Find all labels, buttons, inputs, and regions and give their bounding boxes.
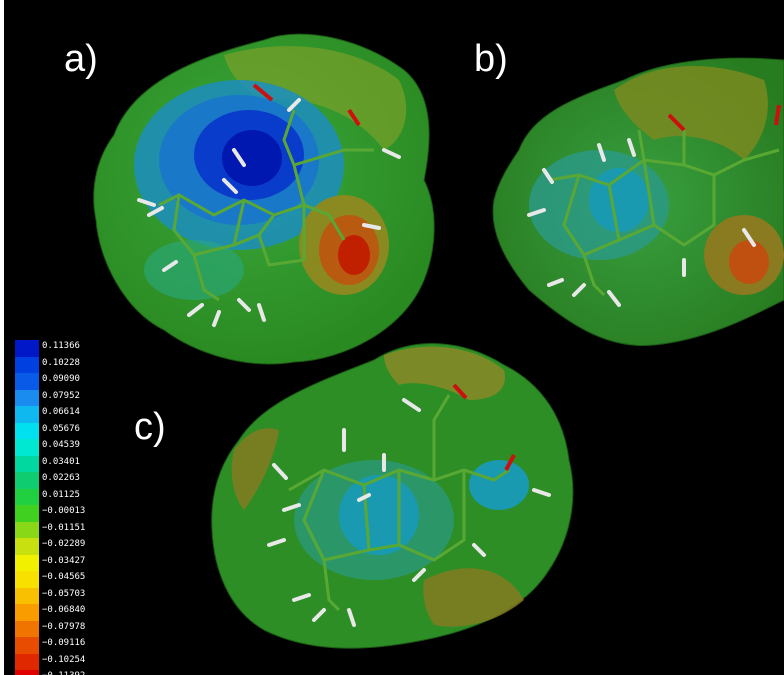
color-scale-value: 0.10228 xyxy=(42,357,80,368)
molecular-surfaces xyxy=(93,33,784,649)
color-scale-row: −0.07978 xyxy=(15,620,115,638)
color-scale-value: 0.11366 xyxy=(42,341,80,351)
color-scale-value: 0.04539 xyxy=(42,440,80,451)
color-scale-value: −0.04565 xyxy=(42,572,86,583)
surface-b xyxy=(492,57,784,347)
color-scale-row: −0.06840 xyxy=(15,604,115,621)
render-canvas: a) b) c) 0.11366 0.10228 0.09090 0.07952 0.0… xyxy=(4,0,784,675)
color-swatch xyxy=(15,389,39,407)
color-scale-row: 0.07952 xyxy=(15,389,115,407)
color-scale-row: −0.10254 xyxy=(15,653,115,671)
color-scale-row: −0.11392 xyxy=(15,670,115,675)
color-scale-row: −0.01151 xyxy=(15,521,115,539)
color-scale-row: 0.02263 xyxy=(15,472,115,489)
color-swatch xyxy=(15,571,39,588)
color-swatch xyxy=(15,505,39,522)
color-scale-row: 0.03401 xyxy=(15,455,115,473)
panel-label-a: a) xyxy=(64,38,98,80)
color-scale-value: −0.06840 xyxy=(42,605,86,616)
color-scale-row: 0.04539 xyxy=(15,439,115,456)
color-swatch xyxy=(15,422,39,440)
surface-a xyxy=(93,33,435,365)
color-scale-legend: 0.11366 0.10228 0.09090 0.07952 0.06614 0.056… xyxy=(15,340,115,675)
color-scale-value: 0.01125 xyxy=(42,489,80,500)
color-swatch xyxy=(15,472,39,489)
panel-label-c: c) xyxy=(134,406,166,448)
color-scale-row: 0.06614 xyxy=(15,406,115,423)
color-scale-row: 0.05676 xyxy=(15,422,115,440)
color-swatch xyxy=(15,637,39,654)
color-swatch xyxy=(15,554,39,572)
surface-c xyxy=(211,343,574,649)
color-swatch xyxy=(15,488,39,506)
color-scale-value: 0.02263 xyxy=(42,473,80,484)
color-scale-value: −0.00013 xyxy=(42,506,86,517)
color-scale-row: −0.04565 xyxy=(15,571,115,588)
color-swatch xyxy=(15,620,39,638)
color-scale-value: −0.07978 xyxy=(42,621,86,632)
color-scale-value: −0.01151 xyxy=(42,522,86,533)
color-swatch xyxy=(15,439,39,456)
color-swatch xyxy=(15,653,39,671)
color-scale-row: 0.09090 xyxy=(15,373,115,390)
color-scale-value: −0.11392 xyxy=(42,671,85,675)
color-scale-row: −0.05703 xyxy=(15,587,115,605)
color-scale-row: −0.09116 xyxy=(15,637,115,654)
color-swatch xyxy=(15,538,39,555)
color-scale-value: 0.06614 xyxy=(42,407,80,418)
color-swatch xyxy=(15,373,39,390)
color-scale-value: 0.03401 xyxy=(42,456,80,467)
color-scale-value: −0.10254 xyxy=(42,654,86,665)
color-scale-value: −0.03427 xyxy=(42,555,86,566)
color-swatch xyxy=(15,604,39,621)
color-swatch xyxy=(15,356,39,374)
color-scale-value: −0.09116 xyxy=(42,638,86,649)
color-scale-row: −0.02289 xyxy=(15,538,115,555)
panel-label-b: b) xyxy=(474,38,508,80)
color-swatch xyxy=(15,340,39,357)
color-scale-row: 0.01125 xyxy=(15,488,115,506)
color-swatch xyxy=(15,587,39,605)
color-swatch xyxy=(15,406,39,423)
color-scale-value: 0.07952 xyxy=(42,390,80,401)
color-scale-row: 0.10228 xyxy=(15,356,115,374)
color-swatch xyxy=(15,521,39,539)
color-scale-row: −0.00013 xyxy=(15,505,115,522)
color-swatch xyxy=(15,455,39,473)
color-scale-row: −0.03427 xyxy=(15,554,115,572)
color-scale-value: −0.05703 xyxy=(42,588,86,599)
color-scale-value: 0.05676 xyxy=(42,423,80,434)
color-scale-value: 0.09090 xyxy=(42,374,80,385)
color-scale-row: 0.11366 xyxy=(15,340,115,357)
color-swatch xyxy=(15,670,39,675)
color-scale-value: −0.02289 xyxy=(42,539,86,550)
